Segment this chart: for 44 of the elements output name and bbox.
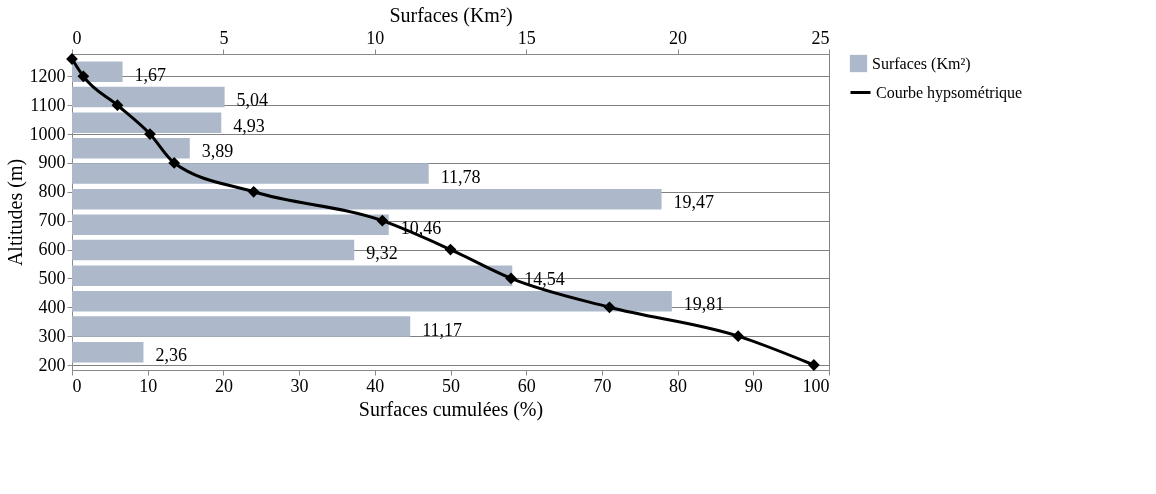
x2-tick-label: 15	[517, 27, 536, 48]
x-tick-label: 80	[669, 375, 688, 396]
x2-tick-label: 0	[72, 27, 82, 48]
data-label: 4,93	[233, 115, 265, 136]
y-tick-label: 600	[38, 239, 66, 260]
legend-label: Courbe hypsométrique	[876, 83, 1023, 102]
data-label: 5,04	[236, 90, 269, 111]
y-tick-label: 1000	[29, 123, 66, 144]
legend-label: Surfaces (Km²)	[872, 54, 971, 73]
data-label: 19,47	[673, 192, 715, 213]
x-tick-label: 40	[366, 375, 385, 396]
x-tick-label: 0	[72, 375, 82, 396]
y-tick-label: 900	[38, 152, 66, 173]
x2-axis-title: Surfaces (Km²)	[389, 3, 513, 27]
x-tick-label: 30	[290, 375, 309, 396]
data-label: 9,32	[366, 243, 398, 264]
y-tick-label: 1200	[29, 65, 66, 86]
x2-tick-label: 10	[366, 27, 385, 48]
y-tick-label: 300	[38, 325, 66, 346]
x-tick-label: 20	[214, 375, 233, 396]
data-label: 11,17	[422, 319, 463, 340]
y-tick-label: 200	[38, 354, 66, 375]
y-tick-label: 700	[38, 210, 66, 231]
data-label: 19,81	[683, 294, 725, 315]
y-axis-title: Altitudes (m)	[3, 158, 27, 267]
x-tick-label: 90	[744, 375, 763, 396]
x-tick-label: 10	[139, 375, 158, 396]
x-axis-title: Surfaces cumulées (%)	[358, 397, 544, 421]
y-tick-label: 800	[38, 181, 66, 202]
data-label: 14,54	[524, 268, 565, 289]
y-tick-label: 500	[38, 267, 66, 288]
data-label: 1,67	[134, 64, 167, 85]
x2-tick-label: 5	[219, 27, 229, 48]
x-tick-label: 50	[442, 375, 460, 396]
data-label: 2,36	[155, 345, 187, 366]
data-label: 3,89	[201, 141, 234, 162]
x-tick-label: 60	[517, 375, 536, 396]
data-label: 11,78	[440, 166, 481, 187]
y-tick-label: 400	[38, 296, 66, 317]
x2-tick-label: 25	[811, 27, 830, 48]
x2-tick-label: 20	[669, 27, 688, 48]
x-tick-label: 70	[593, 375, 612, 396]
y-tick-label: 1100	[30, 94, 66, 115]
x-tick-label: 100	[802, 375, 830, 396]
